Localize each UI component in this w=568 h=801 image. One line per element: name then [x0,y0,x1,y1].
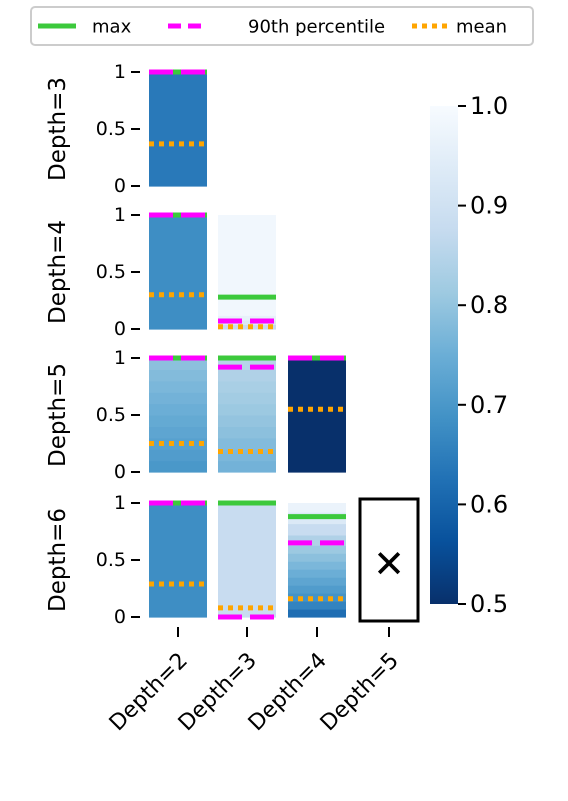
legend-label: max [92,17,132,38]
heatmap-band [218,437,276,450]
heatmap-band [218,403,276,416]
heatmap-band [288,534,346,546]
heatmap-cell [288,355,346,473]
heatmap-band [218,449,276,462]
heatmap-band [149,380,207,393]
y-tick-label: 0 [114,318,126,340]
row-label: Depth=5 [45,363,71,467]
heatmap-band [149,369,207,382]
y-tick-label: 1 [114,492,126,514]
y-tick-label: 1 [114,204,126,226]
y-tick-label: 0 [114,175,126,197]
heatmap-band [149,215,207,330]
heatmap-band [149,503,207,618]
colorbar-tick-label: 0.5 [470,590,508,618]
empty-cell-frame [358,497,420,623]
heatmap-band [288,609,346,618]
heatmap-band [288,358,346,473]
row-label: Depth=4 [45,220,71,324]
heatmap-grid: Depth=3 0 0.5 1 Depth=4 0 0.5 1 Depth=5 0 0.5 1 Dept… [45,61,420,736]
heatmap-cell [218,215,276,330]
y-tick-label: 0.5 [96,549,126,571]
heatmap-band [218,319,276,326]
heatmap-band [149,426,207,439]
heatmap-band [218,415,276,427]
y-tick-label: 0 [114,606,126,628]
y-tick-label: 0.5 [96,404,126,426]
heatmap-band [218,369,276,382]
colorbar-gradient [430,106,458,604]
heatmap-cell [149,69,207,187]
heatmap-band [288,601,346,610]
heatmap-band [149,449,207,462]
heatmap-band [288,561,346,570]
y-tick-label: 0.5 [96,118,126,140]
legend-label: 90th percentile [248,17,385,38]
row-label: Depth=3 [45,77,71,181]
heatmap-band [288,523,346,536]
row-label: Depth=6 [45,508,71,612]
heatmap-band [218,315,276,321]
heatmap-band [149,358,207,370]
legend: max 90th percentile mean [30,6,534,46]
heatmap-cell [149,500,207,618]
heatmap-band [149,403,207,416]
heatmap-band [218,380,276,393]
heatmap-band [288,545,346,554]
y-tick-label: 1 [114,61,126,83]
missing-marker-icon: ✕ [373,542,405,586]
heatmap-band [288,593,346,602]
heatmap-cell [149,355,207,473]
legend-label: mean [456,17,507,38]
heatmap-band [288,553,346,562]
y-tick-label: 1 [114,347,126,369]
heatmap-band [218,460,276,473]
legend-frame [30,6,534,46]
heatmap-band [218,426,276,439]
heatmap-band [218,503,276,618]
heatmap-band [149,72,207,187]
heatmap-band [288,569,346,578]
heatmap-band [218,392,276,405]
y-tick-label: 0.5 [96,261,126,283]
colorbar-tick-label: 0.6 [470,490,508,518]
colorbar-tick-label: 0.7 [470,391,508,419]
y-tick-label: 0 [114,461,126,483]
colorbar-tick-label: 1.0 [470,92,508,120]
heatmap-cell [218,500,276,620]
heatmap-band [149,460,207,473]
heatmap-band [288,503,346,513]
heatmap-cell [288,503,346,618]
heatmap-cell: ✕ [358,497,420,623]
colorbar-tick-label: 0.9 [470,192,508,220]
heatmap-cell [149,212,207,330]
col-label: Depth=5 [316,648,404,736]
heatmap-band [149,415,207,427]
heatmap-cell [218,355,276,473]
heatmap-band [149,392,207,405]
heatmap-band [288,585,346,594]
heatmap-band [149,437,207,450]
colorbar-tick-label: 0.8 [470,291,508,319]
colorbar: 0.5 0.6 0.7 0.8 0.9 1.0 [430,92,508,618]
heatmap-band [288,577,346,586]
heatmap-band [218,215,276,316]
heatmap-band [218,324,276,330]
